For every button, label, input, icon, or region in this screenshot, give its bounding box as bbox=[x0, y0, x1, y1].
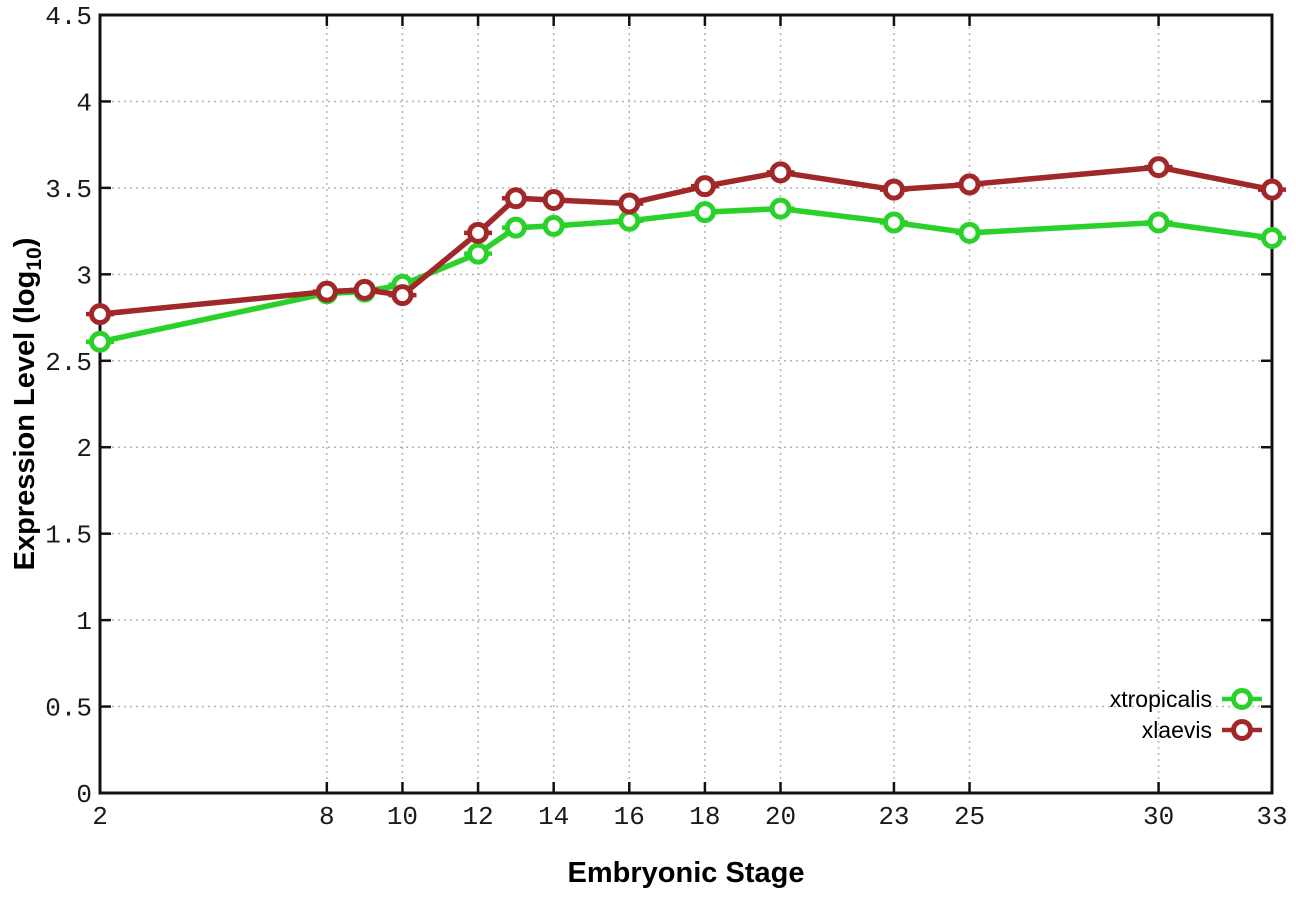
data-point-xlaevis-13 bbox=[501, 187, 530, 210]
legend-entry-xlaevis: xlaevis bbox=[1142, 717, 1262, 743]
x-tick-label: 23 bbox=[878, 802, 909, 832]
data-point-xtropicalis-14 bbox=[539, 214, 568, 237]
y-tick-label: 0 bbox=[76, 780, 92, 810]
point-marker bbox=[353, 278, 376, 301]
data-point-xtropicalis-2 bbox=[86, 330, 114, 353]
data-point-xlaevis-10 bbox=[388, 284, 417, 307]
point-marker bbox=[882, 178, 905, 201]
series-line-xtropicalis bbox=[97, 205, 1275, 345]
y-tick-label: 4 bbox=[76, 88, 92, 118]
legend-label-xtropicalis: xtropicalis bbox=[1110, 686, 1212, 712]
grid-lines bbox=[100, 15, 1272, 793]
data-point-xtropicalis-30 bbox=[1144, 211, 1173, 234]
x-tick-label: 20 bbox=[765, 802, 796, 832]
point-marker bbox=[1147, 211, 1170, 234]
data-point-xtropicalis-18 bbox=[690, 201, 719, 224]
data-point-xlaevis-14 bbox=[539, 188, 568, 211]
point-marker bbox=[504, 187, 527, 210]
series-line-xlaevis bbox=[97, 164, 1275, 317]
y-tick-label: 0.5 bbox=[45, 694, 92, 724]
data-point-xlaevis-33 bbox=[1258, 178, 1286, 201]
x-tick-label: 18 bbox=[689, 802, 720, 832]
point-marker bbox=[1147, 156, 1170, 179]
x-tick-label: 14 bbox=[538, 802, 569, 832]
point-marker bbox=[769, 161, 792, 184]
legend-entry-xtropicalis: xtropicalis bbox=[1110, 686, 1262, 712]
data-point-xlaevis-30 bbox=[1144, 156, 1173, 179]
y-tick-label: 1 bbox=[76, 607, 92, 637]
y-tick-label: 3 bbox=[76, 261, 92, 291]
point-marker bbox=[618, 209, 641, 232]
data-point-xlaevis-12 bbox=[464, 221, 493, 244]
point-marker bbox=[467, 242, 490, 265]
y-axis-title-prefix: Expression Level (log bbox=[9, 271, 41, 571]
data-point-xtropicalis-23 bbox=[879, 211, 908, 234]
point-marker bbox=[504, 216, 527, 239]
y-tick-label: 1.5 bbox=[45, 521, 92, 551]
point-marker bbox=[89, 303, 111, 326]
data-point-xlaevis-20 bbox=[766, 161, 795, 184]
legend-sample-marker bbox=[1231, 688, 1253, 710]
data-point-xtropicalis-16 bbox=[615, 209, 644, 232]
data-point-xlaevis-2 bbox=[86, 303, 114, 326]
point-marker bbox=[542, 188, 565, 211]
legend-label-xlaevis: xlaevis bbox=[1142, 717, 1212, 743]
point-marker bbox=[693, 201, 716, 224]
y-axis-title-suffix: ) bbox=[9, 238, 41, 248]
legend-sample-marker bbox=[1231, 719, 1253, 741]
legend: xtropicalis xlaevis bbox=[1110, 686, 1262, 743]
data-point-xtropicalis-33 bbox=[1258, 227, 1286, 250]
x-tick-label: 25 bbox=[954, 802, 985, 832]
data-point-xtropicalis-13 bbox=[501, 216, 530, 239]
data-point-xlaevis-18 bbox=[690, 175, 719, 198]
x-tick-label: 8 bbox=[319, 802, 335, 832]
y-tick-label: 3.5 bbox=[45, 175, 92, 205]
point-marker bbox=[958, 221, 981, 244]
point-marker bbox=[391, 284, 414, 307]
axis-ticks bbox=[98, 13, 1274, 795]
y-tick-label: 2 bbox=[76, 434, 92, 464]
data-point-xtropicalis-12 bbox=[464, 242, 493, 265]
data-point-xlaevis-16 bbox=[615, 192, 644, 215]
x-tick-label: 30 bbox=[1143, 802, 1174, 832]
x-axis-title: Embryonic Stage bbox=[568, 857, 805, 889]
x-tick-label: 10 bbox=[387, 802, 418, 832]
x-tick-label: 2 bbox=[92, 802, 108, 832]
point-marker bbox=[467, 221, 490, 244]
data-point-xlaevis-23 bbox=[879, 178, 908, 201]
series-xtropicalis bbox=[86, 197, 1286, 353]
y-tick-label: 2.5 bbox=[45, 348, 92, 378]
y-axis-title-subscript: 10 bbox=[23, 247, 46, 270]
plot-border bbox=[98, 13, 1274, 795]
point-marker bbox=[89, 330, 111, 353]
data-point-xlaevis-25 bbox=[955, 173, 984, 196]
x-tick-label: 33 bbox=[1256, 802, 1287, 832]
point-marker bbox=[1261, 178, 1283, 201]
point-marker bbox=[1261, 227, 1283, 250]
point-marker bbox=[693, 175, 716, 198]
point-marker bbox=[882, 211, 905, 234]
data-point-xtropicalis-20 bbox=[766, 197, 795, 220]
data-point-xtropicalis-25 bbox=[955, 221, 984, 244]
point-marker bbox=[618, 192, 641, 215]
x-tick-labels: 2 8 10 12 14 16 18 20 23 25 30 33 bbox=[92, 802, 1287, 832]
y-axis-title: Expression Level (log10) bbox=[9, 238, 46, 571]
y-tick-labels: 0 0.5 1 1.5 2 2.5 3 3.5 4 4.5 bbox=[45, 2, 92, 810]
series-xlaevis bbox=[86, 156, 1286, 326]
y-tick-label: 4.5 bbox=[45, 2, 92, 32]
x-tick-label: 16 bbox=[614, 802, 645, 832]
point-marker bbox=[315, 280, 338, 303]
data-point-xlaevis-9 bbox=[350, 278, 379, 301]
x-tick-label: 12 bbox=[462, 802, 493, 832]
point-marker bbox=[958, 173, 981, 196]
point-marker bbox=[542, 214, 565, 237]
point-marker bbox=[769, 197, 792, 220]
data-point-xlaevis-8 bbox=[312, 280, 341, 303]
